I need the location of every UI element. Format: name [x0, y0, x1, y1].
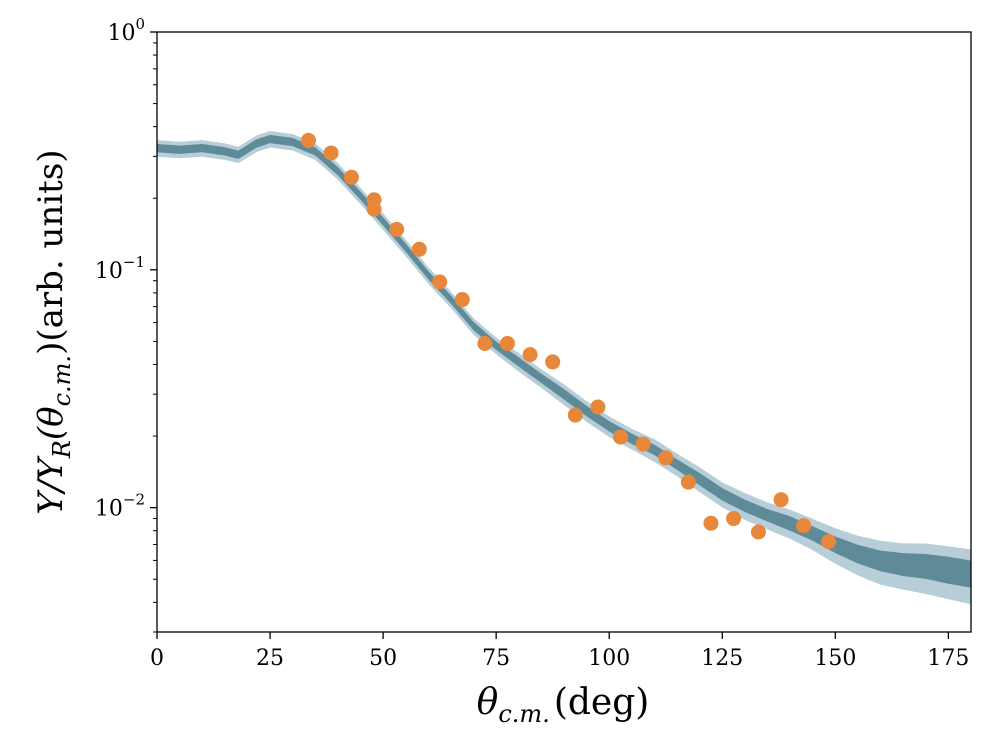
- x-label-subscript: c.m.: [498, 700, 549, 728]
- data-point: [680, 474, 696, 490]
- data-points: [300, 132, 837, 550]
- data-point: [590, 399, 606, 415]
- y-label-sub-r: R: [48, 440, 76, 459]
- data-point: [567, 407, 583, 423]
- x-label-symbol: θ: [477, 682, 499, 723]
- data-point: [432, 274, 448, 290]
- x-tick-label: 75: [482, 646, 510, 671]
- data-point: [343, 169, 359, 185]
- data-point: [411, 241, 427, 257]
- data-point: [323, 145, 339, 161]
- data-point: [773, 492, 789, 508]
- data-point: [613, 429, 629, 445]
- data-point: [300, 132, 316, 148]
- x-label-unit: (deg): [554, 682, 649, 723]
- x-tick-label: 0: [150, 646, 164, 671]
- data-point: [796, 518, 812, 534]
- y-label-sub-cm: c.m.: [48, 355, 76, 406]
- x-tick-label: 175: [927, 646, 969, 671]
- data-point: [545, 354, 561, 370]
- y-label-prefix: Y/Y: [31, 455, 71, 515]
- y-label-unit: (arb. units): [31, 149, 71, 341]
- data-point: [703, 515, 719, 531]
- data-point: [499, 336, 515, 352]
- data-point: [821, 534, 837, 550]
- data-point: [366, 201, 382, 217]
- y-tick-label: 10−1: [95, 253, 145, 284]
- data-point: [635, 436, 651, 452]
- data-point: [658, 450, 674, 466]
- y-tick-label: 100: [107, 15, 145, 46]
- x-axis-label: θc.m. (deg): [477, 682, 650, 728]
- uncertainty-band-inner: [157, 134, 971, 588]
- data-point: [454, 292, 470, 308]
- axes-frame: [156, 31, 972, 633]
- x-tick-label: 100: [588, 646, 630, 671]
- data-point: [750, 524, 766, 540]
- data-point: [477, 336, 493, 352]
- uncertainty-band-outer: [157, 131, 971, 605]
- x-tick-label: 150: [814, 646, 856, 671]
- x-tick-label: 125: [701, 646, 743, 671]
- data-point: [726, 511, 742, 527]
- data-point: [522, 347, 538, 363]
- y-axis-ticks: 100 10−1 10−2: [95, 15, 157, 633]
- x-tick-label: 50: [369, 646, 397, 671]
- x-axis-ticks: 0 25 50 75 100 125 150 175: [150, 632, 969, 671]
- data-point: [389, 221, 405, 237]
- x-tick-label: 25: [256, 646, 284, 671]
- y-axis-label: Y/YR(θc.m.)(arb. units): [31, 149, 76, 514]
- y-label-theta: (θ: [31, 406, 71, 440]
- plot-area: [157, 131, 971, 605]
- y-tick-label: 10−2: [95, 491, 145, 522]
- y-label-paren-close: ): [31, 342, 71, 355]
